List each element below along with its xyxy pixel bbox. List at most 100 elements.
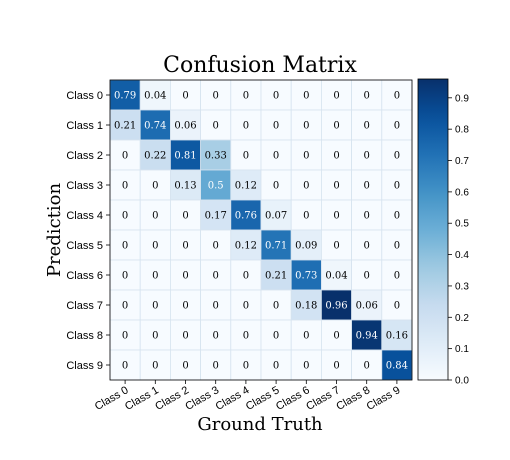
cell-value-label: 0 [394, 241, 400, 252]
cell-value-label: 0 [333, 181, 339, 192]
cell-value-label: 0 [122, 301, 128, 312]
cell-value-label: 0.5 [208, 181, 224, 192]
cell-value-label: 0 [303, 211, 309, 222]
cell-value-label: 0 [182, 241, 188, 252]
cell-value-label: 0 [213, 361, 219, 372]
heatmap-cell [200, 289, 232, 321]
cell-value-label: 0 [122, 181, 128, 192]
cell-value-label: 0.96 [325, 301, 347, 312]
cell-value-label: 0 [364, 181, 370, 192]
cell-value-label: 0 [152, 271, 158, 282]
heatmap-cell [169, 229, 201, 261]
colorbar-tick-label: 0.4 [455, 250, 469, 261]
heatmap-cell [139, 319, 171, 351]
cell-value-label: 0 [273, 151, 279, 162]
heatmap-cell [290, 349, 322, 381]
cell-value-label: 0 [333, 151, 339, 162]
cell-value-label: 0.81 [174, 151, 196, 162]
cell-value-label: 0 [213, 301, 219, 312]
cell-value-label: 0 [394, 211, 400, 222]
cell-value-label: 0 [152, 361, 158, 372]
cell-value-label: 0.76 [235, 211, 257, 222]
cell-value-label: 0 [182, 301, 188, 312]
cell-value-label: 0 [122, 211, 128, 222]
heatmap-cell [320, 289, 352, 321]
heatmap-cell [351, 349, 383, 381]
x-tick-label: Class 3 [183, 384, 221, 413]
cell-value-label: 0 [273, 181, 279, 192]
heatmap-cell [351, 139, 383, 171]
cell-value-label: 0.94 [356, 331, 378, 342]
cell-value-label: 0 [364, 211, 370, 222]
heatmap-cell [169, 139, 201, 171]
cell-value-label: 0 [122, 271, 128, 282]
x-tick-label: Class 8 [334, 384, 372, 413]
heatmap-cell [290, 109, 322, 141]
cell-value-label: 0 [273, 301, 279, 312]
cell-value-label: 0.84 [386, 361, 408, 372]
cell-value-label: 0 [122, 331, 128, 342]
cell-value-label: 0 [394, 151, 400, 162]
cell-value-label: 0 [243, 151, 249, 162]
cell-value-label: 0.17 [205, 211, 227, 222]
colorbar-tick-label: 0.6 [455, 187, 469, 198]
heatmap-cell [351, 199, 383, 231]
cell-value-label: 0.12 [235, 241, 257, 252]
cell-value-label: 0 [152, 211, 158, 222]
colorbar-tick-label: 0.3 [455, 281, 469, 292]
cell-value-label: 0 [152, 301, 158, 312]
heatmap-cell [260, 199, 292, 231]
cell-value-label: 0.71 [265, 241, 287, 252]
cell-value-label: 0 [364, 241, 370, 252]
cell-value-label: 0 [213, 271, 219, 282]
heatmap-cell [200, 109, 232, 141]
cell-value-label: 0.04 [144, 91, 166, 102]
cell-value-label: 0 [333, 361, 339, 372]
y-tick-label: Class 9 [66, 360, 103, 372]
chart-title: Confusion Matrix [163, 53, 357, 78]
cell-value-label: 0.09 [295, 241, 317, 252]
heatmap-cell [290, 169, 322, 201]
heatmap-cell [320, 259, 352, 291]
heatmap-cell [230, 319, 262, 351]
cell-value-label: 0 [333, 91, 339, 102]
heatmap-cell [109, 259, 141, 291]
y-tick-label: Class 0 [66, 90, 103, 102]
cell-value-label: 0 [273, 331, 279, 342]
cell-value-label: 0 [303, 121, 309, 132]
heatmap-cell [200, 259, 232, 291]
cell-value-label: 0 [364, 271, 370, 282]
cell-value-label: 0 [394, 301, 400, 312]
cell-value-label: 0 [364, 361, 370, 372]
cell-value-label: 0 [333, 211, 339, 222]
cell-value-label: 0 [394, 121, 400, 132]
heatmap-cell [351, 259, 383, 291]
heatmap-cell [381, 199, 413, 231]
heatmap-cell [351, 109, 383, 141]
y-tick-label: Class 3 [66, 180, 103, 192]
cell-value-label: 0 [152, 181, 158, 192]
heatmap-cell [351, 319, 383, 351]
y-tick-label: Class 5 [66, 240, 103, 252]
heatmap-cell [260, 349, 292, 381]
y-tick-label: Class 7 [66, 300, 103, 312]
colorbar-tick-label: 0.5 [455, 219, 469, 230]
heatmap-cell [290, 199, 322, 231]
heatmap-cell [290, 319, 322, 351]
cell-value-label: 0.18 [295, 301, 317, 312]
x-tick-label: Class 7 [304, 384, 342, 413]
heatmap-cell [169, 319, 201, 351]
heatmap-cell [381, 79, 413, 111]
cell-value-label: 0.16 [386, 331, 408, 342]
cell-value-label: 0 [333, 331, 339, 342]
cell-value-label: 0 [243, 271, 249, 282]
cell-value-label: 0.79 [114, 91, 136, 102]
heatmap-cell [260, 259, 292, 291]
cell-value-label: 0 [303, 181, 309, 192]
heatmap-cell [260, 109, 292, 141]
y-tick-label: Class 1 [66, 120, 103, 132]
y-axis-label: Prediction [44, 183, 65, 278]
cell-value-label: 0 [243, 361, 249, 372]
cell-value-label: 0.07 [265, 211, 287, 222]
